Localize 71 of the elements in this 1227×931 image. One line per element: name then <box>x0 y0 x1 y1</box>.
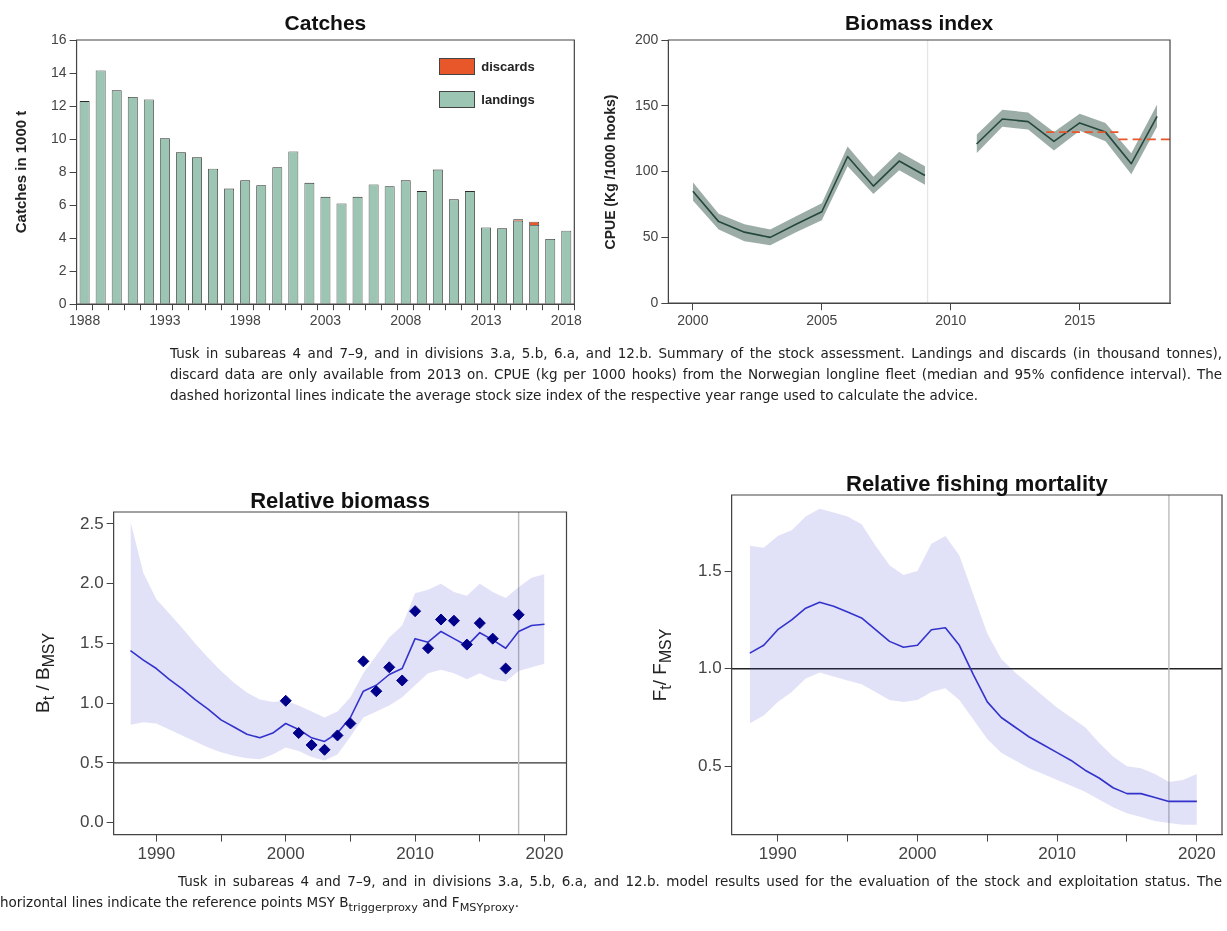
point <box>447 614 460 627</box>
y-tick-label: 0.0 <box>79 812 104 832</box>
y-tick-label: 0.5 <box>697 755 722 775</box>
point <box>473 617 486 630</box>
point <box>434 613 447 626</box>
y-tick-label: 1.0 <box>697 658 722 678</box>
x-tick-label: 2000 <box>898 844 937 864</box>
point <box>409 605 422 618</box>
x-tick-label: 2010 <box>1038 844 1077 864</box>
point <box>499 662 512 675</box>
point <box>305 738 318 751</box>
y-tick-label: 1.5 <box>697 560 722 580</box>
point <box>318 743 331 756</box>
x-tick-label: 2010 <box>396 844 435 864</box>
y-tick-label: 0.5 <box>79 752 104 772</box>
x-tick-label: 1998 <box>229 312 261 329</box>
x-tick-label: 1988 <box>69 312 101 329</box>
y-tick-label: 0 <box>58 295 67 312</box>
x-tick-label: 2015 <box>1064 312 1096 329</box>
text: Tusk in subareas 4 and 7–9, and in divisions 3.a, 5.b, 6.a, and 12.b. Summary of the stock assessment. Landings and discards (in thousand tonnes), discard data are only available from 2013 on. CPUE (kg per 1000 hooks) from the Norwegian longline fleet (median and 95% confidence interval). The dashed horizontal lines indicate the average stock size index of the respective year range used to calculate the advice. <box>170 344 1222 405</box>
y-tick-label: 16 <box>50 30 67 47</box>
x-tick-label: 2013 <box>470 312 502 329</box>
y-tick-label: 6 <box>58 195 67 212</box>
point <box>396 674 409 687</box>
y-tick-label: 0 <box>650 294 659 311</box>
legend-label: landings <box>481 92 535 107</box>
point <box>486 632 499 645</box>
x-tick-label: 1990 <box>758 844 797 864</box>
y-tick-label: 14 <box>50 63 67 80</box>
point <box>460 638 473 651</box>
y-tick-label: 2.0 <box>79 573 104 593</box>
point <box>422 642 435 655</box>
y-tick-label: 200 <box>635 30 659 47</box>
x-tick-label: 2003 <box>309 312 342 329</box>
y-axis-title: Catches in 1000 t <box>11 110 29 234</box>
point <box>292 727 305 740</box>
y-tick-label: 50 <box>642 228 659 245</box>
legend-label: discards <box>481 59 535 74</box>
chart-title: Relative biomass <box>250 488 430 514</box>
point <box>344 717 357 730</box>
x-tick-label: 2008 <box>390 312 422 329</box>
x-tick-label: 2020 <box>1177 844 1216 864</box>
x-tick-label: 2000 <box>677 312 709 329</box>
point <box>370 685 383 698</box>
chart-title: Biomass index <box>845 11 994 35</box>
y-tick-label: 12 <box>50 96 67 113</box>
x-tick-label: 1993 <box>149 312 181 329</box>
x-tick-label: 2010 <box>935 312 967 329</box>
y-tick-label: 2 <box>58 262 67 279</box>
y-tick-label: 4 <box>58 229 67 246</box>
x-tick-label: 2020 <box>525 844 564 864</box>
x-tick-label: 2018 <box>550 312 583 329</box>
text: Tusk in subareas 4 and 7–9, and in divisions 3.a, 5.b, 6.a, and 12.b. model results used for the evaluation of the stock and exploitation status. The horizontal lines indicate the reference points MSY B$_{trigger}$$_{proxy}$ and F$_{MSY}$$_{proxy}$. <box>0 872 1222 916</box>
point <box>383 661 396 674</box>
point <box>279 694 292 707</box>
chart-title: Relative fishing mortality <box>846 471 1108 497</box>
y-tick-label: 2.5 <box>79 513 104 533</box>
x-tick-label: 2000 <box>266 844 305 864</box>
y-tick-label: 100 <box>635 162 659 179</box>
point <box>357 655 370 668</box>
y-tick-label: 150 <box>635 96 659 113</box>
y-axis-title: CPUE (Kg /1000 hooks) <box>602 94 618 250</box>
x-tick-label: 2005 <box>806 312 838 329</box>
x-tick-label: 1990 <box>137 844 176 864</box>
y-tick-label: 1.0 <box>79 692 104 712</box>
chart-title: Catches <box>284 11 367 35</box>
y-tick-label: 1.5 <box>79 633 104 653</box>
y-tick-label: 8 <box>58 162 67 179</box>
point <box>331 729 344 742</box>
y-tick-label: 10 <box>50 129 67 146</box>
point <box>512 608 525 621</box>
